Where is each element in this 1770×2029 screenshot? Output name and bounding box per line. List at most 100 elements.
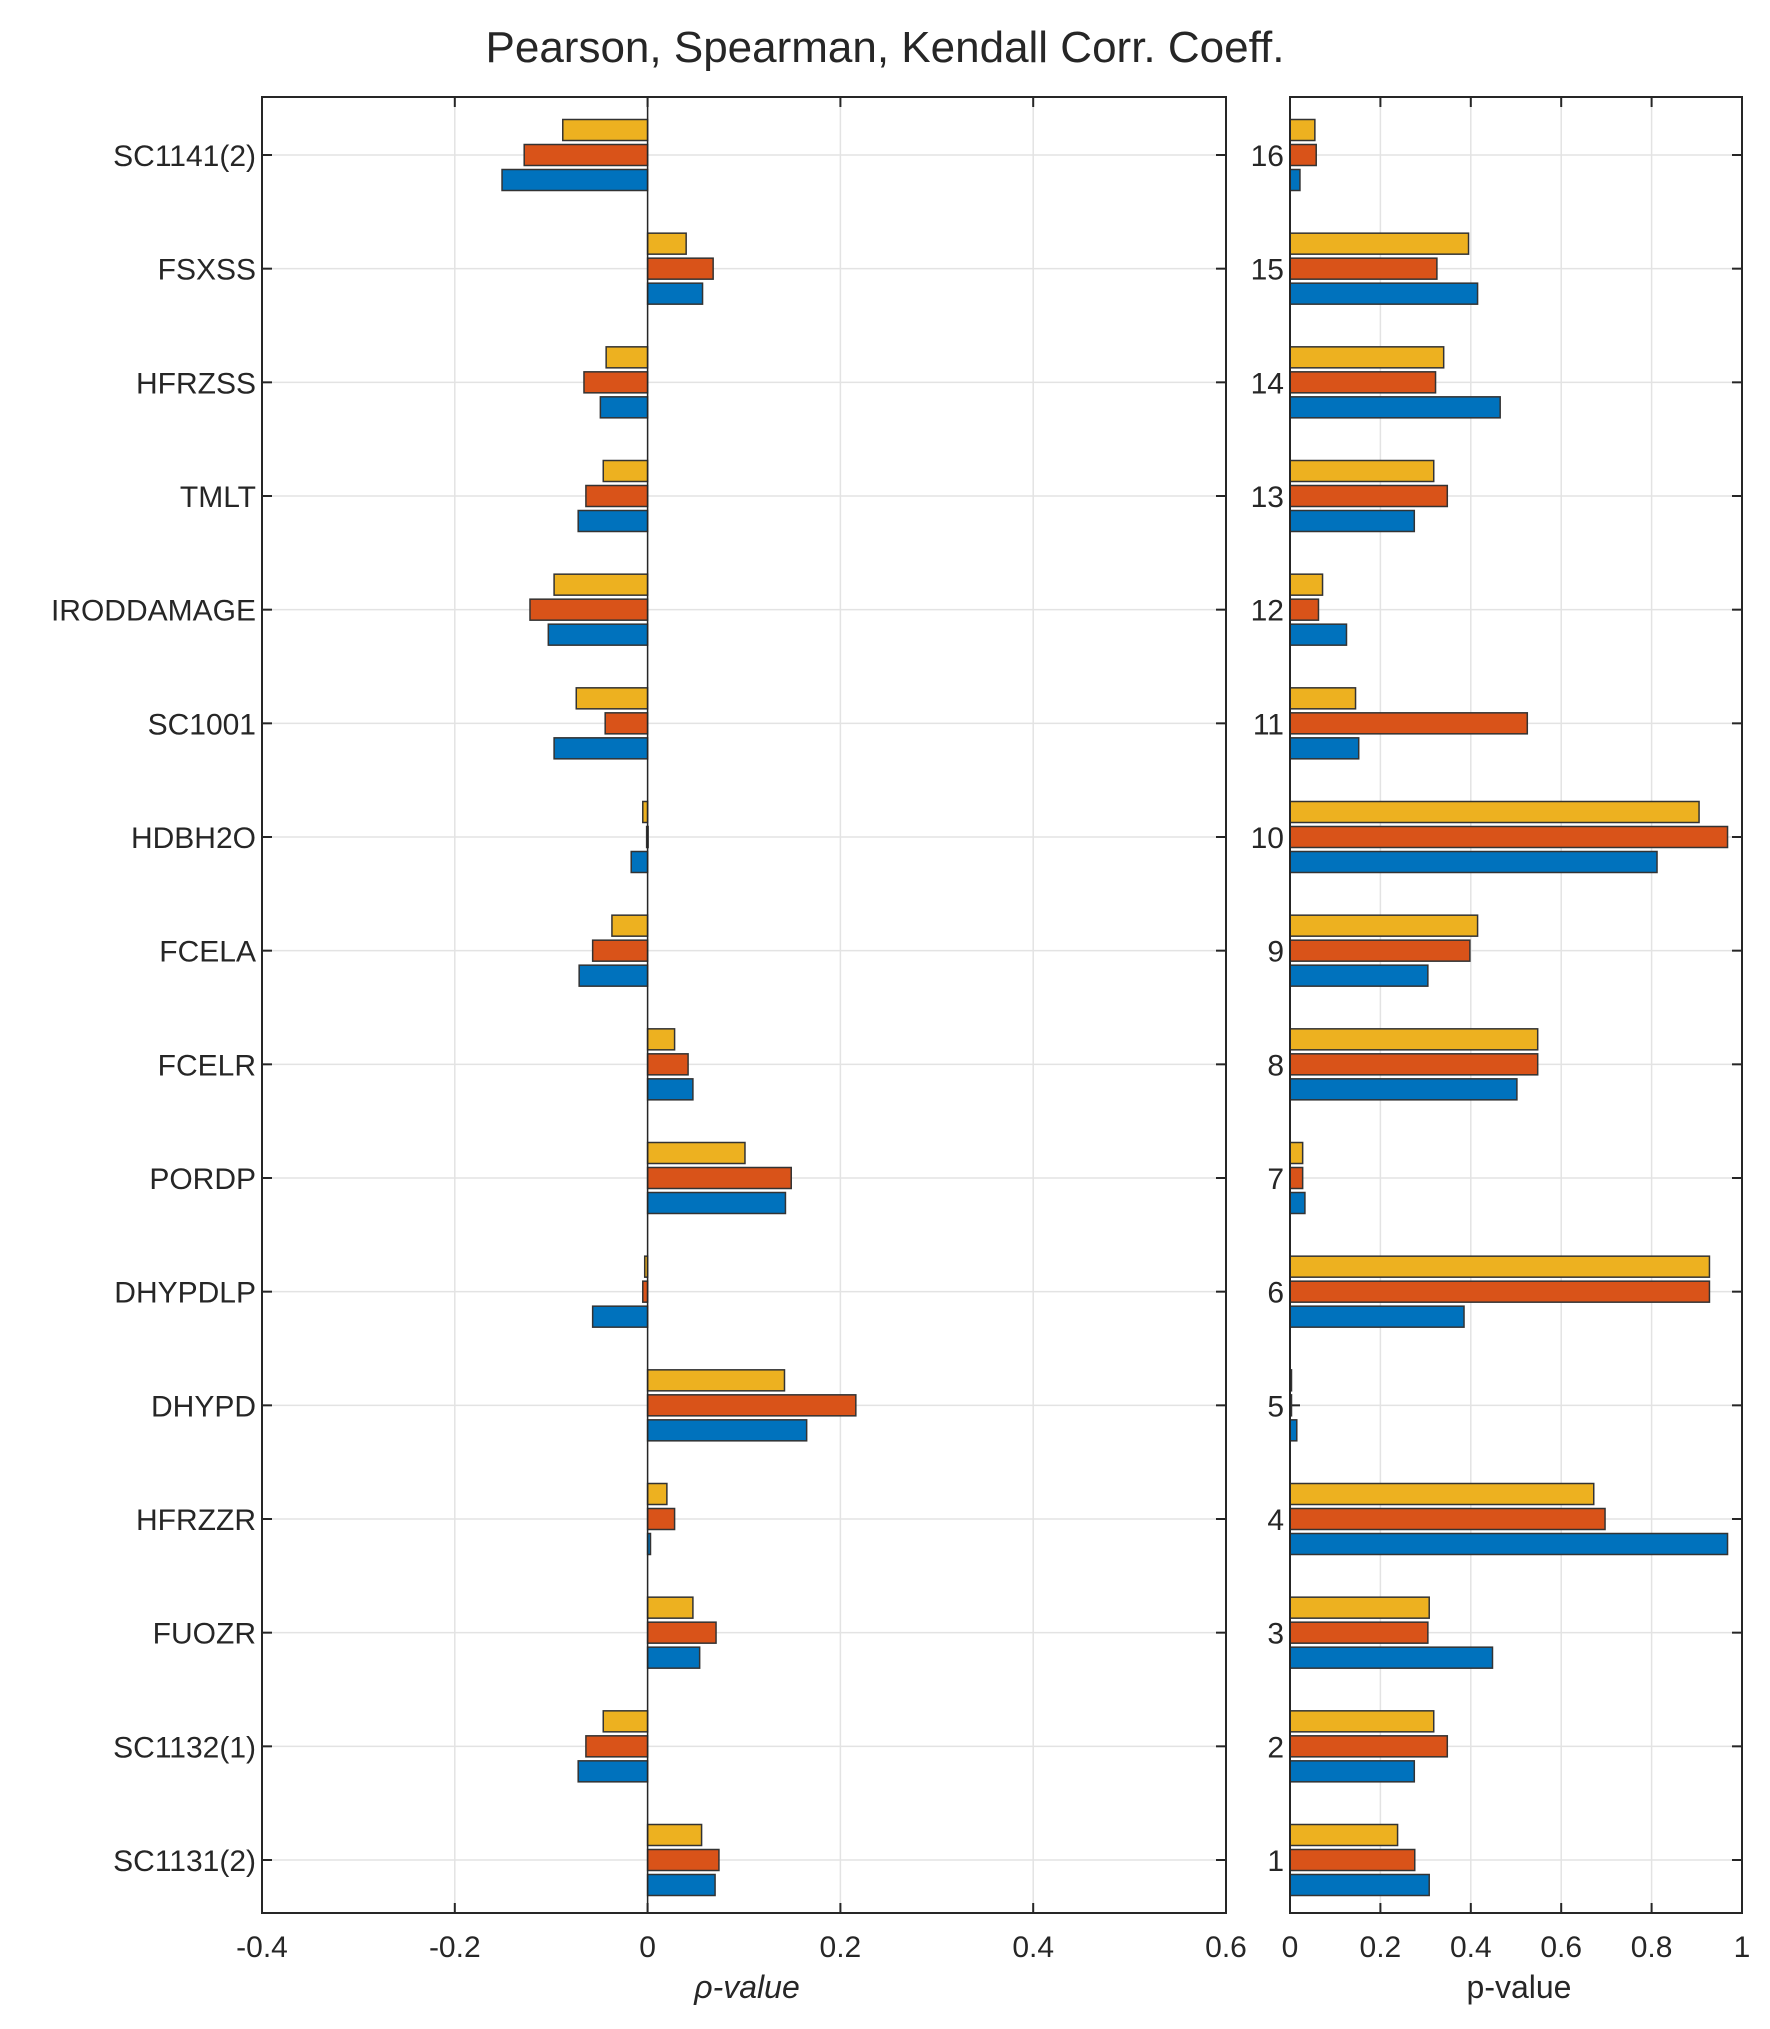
p-bar-s2-11 — [1289, 737, 1360, 760]
rho-xtick-label: 0 — [639, 1931, 656, 1964]
p-bar-s2-1 — [1289, 1873, 1430, 1897]
rho-panel: -0.4 -0.2 0 0.2 0.4 0.6 SC1141(2) FSXSS HFRZSS TM… — [51, 96, 1247, 1964]
rho-bar-s2-PORDP — [646, 1191, 787, 1215]
p-bar-s0-12 — [1289, 573, 1324, 596]
rho-bar-s1-PORDP — [646, 1166, 792, 1190]
p-value-panel: 0 0.2 0.4 0.6 0.8 1 16 15 14 13 12 11 10 9 8 7 6 5 4 3 2 1 — [1251, 96, 1750, 1964]
p-category-label: 6 — [1267, 1277, 1284, 1310]
p-bar-s2-8 — [1289, 1078, 1518, 1101]
p-bar-s1-7 — [1289, 1166, 1304, 1190]
rho-bar-s0-HFRZSS — [605, 346, 649, 369]
rho-xtick-label: 0.4 — [1012, 1931, 1054, 1964]
p-bar-s0-9 — [1289, 914, 1479, 937]
p-bar-s2-2 — [1289, 1760, 1416, 1783]
p-category-label: 4 — [1267, 1504, 1284, 1537]
rho-category-label: PORDP — [149, 1163, 256, 1196]
rho-bar-s0-SC1132(1) — [602, 1710, 649, 1733]
p-category-label: 10 — [1251, 822, 1284, 855]
p-category-label: 12 — [1251, 595, 1284, 628]
rho-bar-s0-HFRZZR — [646, 1482, 668, 1506]
rho-bar-s2-SC1132(1) — [577, 1760, 649, 1783]
p-bar-s2-16 — [1289, 168, 1301, 192]
rho-bar-s0-SC1141(2) — [562, 118, 649, 142]
p-category-label: 2 — [1267, 1731, 1284, 1764]
rho-bar-s2-SC1131(2) — [646, 1873, 716, 1897]
p-category-label: 11 — [1253, 708, 1284, 741]
rho-bar-s0-DHYPD — [646, 1369, 786, 1392]
rho-bar-s2-FUOZR — [646, 1646, 701, 1669]
rho-bar-s1-DHYPD — [646, 1394, 857, 1417]
p-bar-s0-6 — [1289, 1255, 1711, 1278]
rho-bar-s0-SC1131(2) — [646, 1823, 703, 1847]
rho-bar-s1-FUOZR — [646, 1621, 717, 1644]
p-bar-s0-4 — [1289, 1482, 1595, 1506]
rho-bar-s2-DHYPD — [646, 1419, 808, 1442]
p-category-label: 8 — [1267, 1049, 1284, 1082]
p-bar-s0-2 — [1289, 1710, 1435, 1733]
rho-category-label: SC1001 — [148, 708, 256, 741]
p-bar-s0-14 — [1289, 346, 1445, 369]
rho-bar-s1-FCELA — [591, 939, 649, 962]
p-bar-s1-1 — [1289, 1848, 1416, 1872]
p-bar-s2-6 — [1289, 1305, 1465, 1328]
rho-xtick-label: 0.6 — [1205, 1931, 1247, 1964]
p-bar-s0-10 — [1289, 800, 1700, 824]
p-category-label: 16 — [1251, 140, 1284, 173]
rho-bar-s2-HFRZSS — [599, 396, 649, 419]
rho-bar-s0-TMLT — [602, 459, 649, 483]
rho-bar-s2-HDBH2O — [630, 850, 649, 874]
rho-category-label: HFRZSS — [136, 367, 256, 400]
p-bar-s1-12 — [1289, 598, 1320, 621]
rho-category-label: HFRZZR — [136, 1504, 256, 1537]
rho-bar-s1-HFRZSS — [583, 371, 649, 394]
p-bar-s0-3 — [1289, 1596, 1430, 1619]
rho-bar-s0-FCELA — [611, 914, 649, 937]
rho-bar-s1-SC1001 — [604, 712, 649, 735]
p-bar-s1-6 — [1289, 1280, 1711, 1303]
p-bar-s0-11 — [1289, 687, 1357, 710]
rho-category-label: FSXSS — [158, 254, 256, 287]
rho-xtick-label: -0.4 — [236, 1931, 288, 1964]
rho-bar-s2-SC1001 — [553, 737, 649, 760]
p-bar-s0-8 — [1289, 1028, 1539, 1051]
rho-category-label: DHYPDLP — [114, 1277, 256, 1310]
p-bar-s1-2 — [1289, 1735, 1449, 1758]
rho-bar-s2-FSXSS — [646, 282, 704, 305]
p-category-label: 3 — [1267, 1618, 1284, 1651]
p-category-label: 9 — [1267, 936, 1284, 969]
p-category-label: 15 — [1251, 254, 1284, 287]
rho-bar-s2-DHYPDLP — [591, 1305, 649, 1328]
rho-bar-s0-SC1001 — [575, 687, 649, 710]
p-axes-frame — [1289, 96, 1743, 1914]
rho-category-label: SC1131(2) — [113, 1845, 256, 1878]
p-bar-s2-10 — [1289, 850, 1658, 874]
rho-bar-s1-TMLT — [585, 484, 649, 508]
p-bar-s2-12 — [1289, 623, 1348, 646]
rho-bar-s0-FSXSS — [646, 232, 687, 255]
p-bar-s0-1 — [1289, 1823, 1399, 1847]
rho-bar-s0-PORDP — [646, 1141, 746, 1165]
rho-bar-s0-IRODDAMAGE — [553, 573, 649, 596]
rho-category-label: SC1132(1) — [113, 1731, 256, 1764]
p-bar-s0-13 — [1289, 459, 1435, 483]
rho-bar-s1-FSXSS — [646, 257, 714, 280]
p-bar-s1-10 — [1289, 825, 1729, 849]
rho-bar-s1-SC1131(2) — [646, 1848, 720, 1872]
p-bar-s2-14 — [1289, 396, 1501, 419]
p-bar-s1-3 — [1289, 1621, 1429, 1644]
rho-bar-s2-TMLT — [577, 509, 649, 533]
p-bar-s2-15 — [1289, 282, 1479, 305]
p-bar-s1-9 — [1289, 939, 1471, 962]
chart-title: Pearson, Spearman, Kendall Corr. Coeff. — [486, 23, 1285, 72]
p-bar-s1-8 — [1289, 1053, 1539, 1076]
rho-category-label: FCELR — [158, 1049, 256, 1082]
p-bar-s1-16 — [1289, 143, 1317, 167]
rho-xtick-label: 0.2 — [820, 1931, 862, 1964]
p-xtick-label: 0.4 — [1450, 1931, 1492, 1964]
rho-axes-frame — [261, 96, 1227, 1914]
p-category-label: 5 — [1267, 1390, 1284, 1423]
rho-category-label: IRODDAMAGE — [51, 595, 256, 628]
rho-category-label: FUOZR — [153, 1618, 256, 1651]
